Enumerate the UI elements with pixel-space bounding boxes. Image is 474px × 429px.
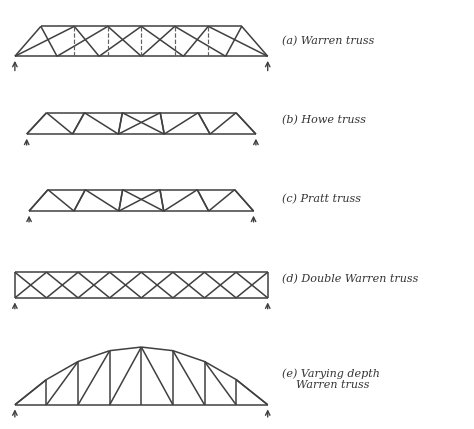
Text: (c) Pratt truss: (c) Pratt truss [282, 194, 361, 205]
Text: (d) Double Warren truss: (d) Double Warren truss [282, 274, 418, 285]
Text: (e) Varying depth
    Warren truss: (e) Varying depth Warren truss [282, 368, 380, 390]
Text: (a) Warren truss: (a) Warren truss [282, 36, 374, 46]
Text: (b) Howe truss: (b) Howe truss [282, 115, 366, 126]
